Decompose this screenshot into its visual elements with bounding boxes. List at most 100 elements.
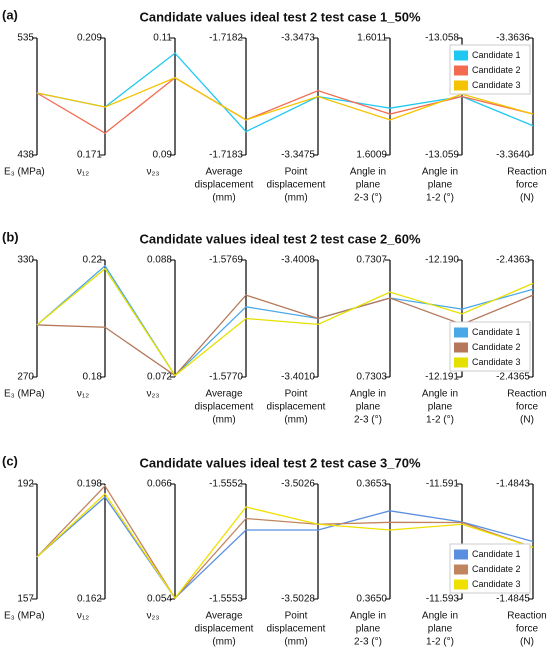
tick-label: 0.3650 xyxy=(356,594,387,605)
tick-label: -2.4365 xyxy=(496,372,530,383)
chart-title: Candidate values ideal test 2 test case … xyxy=(139,231,421,246)
axis-label: ν₂₃ xyxy=(147,167,160,178)
axis-label: 1-2 (°) xyxy=(426,193,454,204)
axis-label: ν₁₂ xyxy=(77,389,89,400)
axis-label: Angle in xyxy=(350,611,386,622)
tick-label: -3.3636 xyxy=(496,33,530,44)
tick-label: -13.058 xyxy=(425,33,459,44)
legend-label: Candidate 3 xyxy=(472,357,521,367)
axis-label: (N) xyxy=(520,415,534,426)
axis-label: plane xyxy=(356,624,381,635)
tick-label: -1.5553 xyxy=(209,594,243,605)
tick-label: 1.6011 xyxy=(357,33,387,44)
panel-label: (a) xyxy=(2,7,18,22)
axis-label: Angle in xyxy=(422,389,458,400)
series-line xyxy=(36,77,534,121)
tick-label: 0.198 xyxy=(77,479,102,490)
tick-label: 0.18 xyxy=(83,372,103,383)
tick-label: -1.5769 xyxy=(209,255,243,266)
legend-label: Candidate 3 xyxy=(472,579,521,589)
chart-title: Candidate values ideal test 2 test case … xyxy=(139,9,421,24)
tick-label: -3.3640 xyxy=(496,150,530,161)
axis-label: (mm) xyxy=(212,637,235,648)
axis-label: Angle in xyxy=(350,389,386,400)
legend-swatch xyxy=(454,50,468,61)
tick-label: -3.4008 xyxy=(281,255,315,266)
tick-label: 0.209 xyxy=(77,33,102,44)
tick-label: 157 xyxy=(17,594,34,605)
axis-label: plane xyxy=(428,180,453,191)
axis-label: (N) xyxy=(520,193,534,204)
tick-label: 0.171 xyxy=(77,150,102,161)
legend-swatch xyxy=(454,342,468,353)
tick-label: -1.7183 xyxy=(209,150,243,161)
axis-label: force xyxy=(516,402,539,413)
axis-label: plane xyxy=(428,402,453,413)
tick-label: -12.191 xyxy=(425,372,459,383)
axis-label: Reaction xyxy=(507,611,546,622)
tick-label: 0.7307 xyxy=(356,255,387,266)
tick-label: 330 xyxy=(17,255,34,266)
tick-label: -13.059 xyxy=(425,150,459,161)
axis-label: Angle in xyxy=(350,167,386,178)
tick-label: 270 xyxy=(17,372,34,383)
tick-label: -1.5552 xyxy=(209,479,243,490)
series-line xyxy=(36,264,534,377)
axis-label: Average xyxy=(205,167,243,178)
tick-label: 1.6009 xyxy=(356,150,387,161)
legend-swatch xyxy=(454,80,468,91)
legend-label: Candidate 1 xyxy=(472,327,521,337)
tick-label: -1.7182 xyxy=(209,33,243,44)
axis-label: force xyxy=(516,624,539,635)
axis-label: displacement xyxy=(267,402,326,413)
tick-label: -1.4843 xyxy=(496,479,530,490)
axis-label: plane xyxy=(356,180,381,191)
axis-label: force xyxy=(516,180,539,191)
axis-label: 2-3 (°) xyxy=(354,193,382,204)
legend-label: Candidate 1 xyxy=(472,549,521,559)
series-line xyxy=(36,294,534,377)
tick-label: 0.09 xyxy=(153,150,173,161)
legend-swatch xyxy=(454,327,468,338)
axis-label: E₃ (MPa) xyxy=(4,167,45,178)
axis-label: displacement xyxy=(195,402,254,413)
axis-label: 2-3 (°) xyxy=(354,637,382,648)
axis-label: E₃ (MPa) xyxy=(4,611,45,622)
axis-label: ν₂₃ xyxy=(147,611,160,622)
panel-label: (c) xyxy=(2,453,18,468)
axis-label: plane xyxy=(356,402,381,413)
series-line xyxy=(36,484,534,600)
tick-label: 0.7303 xyxy=(356,372,387,383)
axis-label: displacement xyxy=(267,624,326,635)
tick-label: -11.593 xyxy=(426,594,460,605)
tick-label: -3.3475 xyxy=(281,150,315,161)
tick-label: -1.5770 xyxy=(209,372,243,383)
axis-label: plane xyxy=(428,624,453,635)
axis-label: Point xyxy=(285,167,308,178)
tick-label: 0.072 xyxy=(147,372,172,383)
axis-label: (mm) xyxy=(212,415,235,426)
tick-label: 0.3653 xyxy=(356,479,387,490)
tick-label: 0.11 xyxy=(153,33,172,44)
tick-label: 0.162 xyxy=(77,594,102,605)
axis-label: displacement xyxy=(195,624,254,635)
legend-label: Candidate 2 xyxy=(472,65,521,75)
axis-label: ν₁₂ xyxy=(77,167,89,178)
legend-label: Candidate 3 xyxy=(472,80,521,90)
tick-label: -3.5026 xyxy=(281,479,315,490)
axis-label: (mm) xyxy=(284,415,307,426)
tick-label: 0.088 xyxy=(147,255,172,266)
axis-label: Average xyxy=(205,389,243,400)
axis-label: Angle in xyxy=(422,167,458,178)
axis-label: Average xyxy=(205,611,243,622)
tick-label: -1.4845 xyxy=(496,594,530,605)
axis-label: (mm) xyxy=(284,193,307,204)
tick-label: -11.591 xyxy=(426,479,460,490)
tick-label: -3.5028 xyxy=(281,594,315,605)
tick-label: 0.22 xyxy=(83,255,103,266)
series-line xyxy=(36,492,534,600)
chart-title: Candidate values ideal test 2 test case … xyxy=(139,455,421,470)
tick-label: -2.4363 xyxy=(496,255,530,266)
legend-label: Candidate 1 xyxy=(472,50,521,60)
